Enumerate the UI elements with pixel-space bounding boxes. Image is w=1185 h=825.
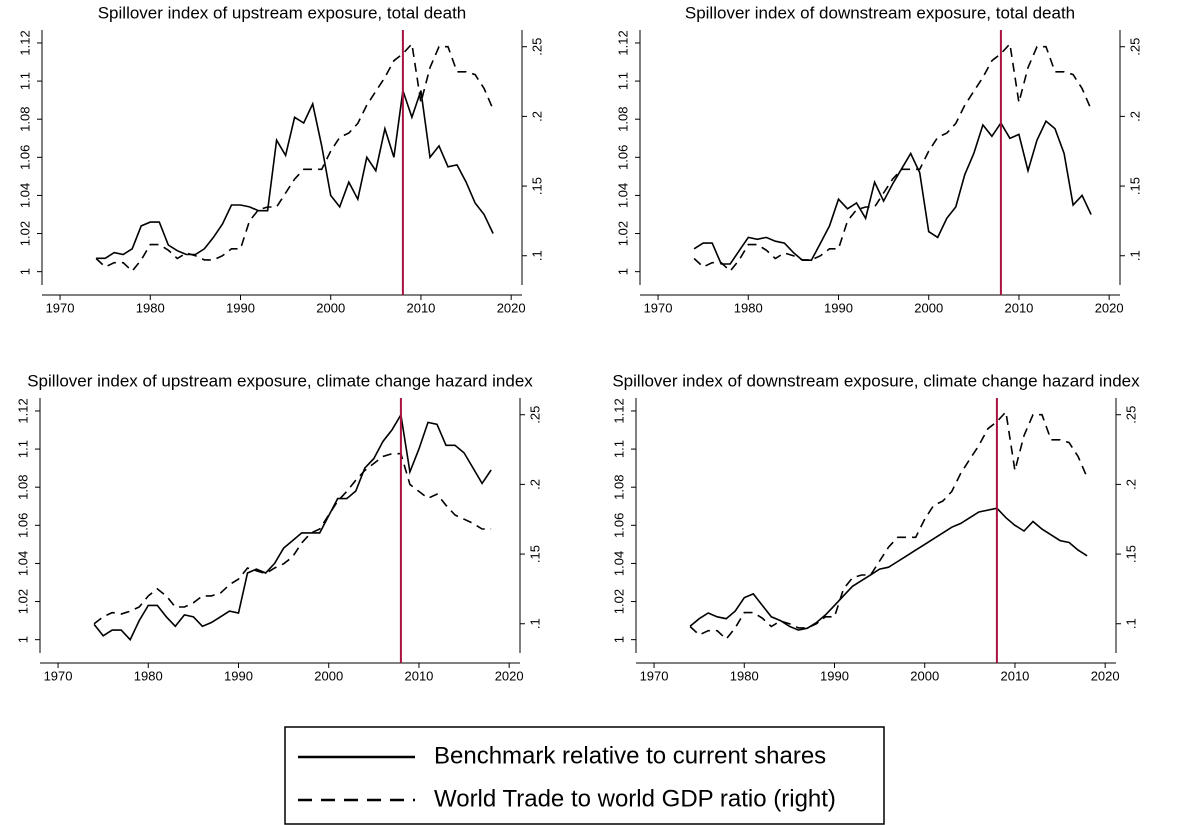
y2-tick-label: .2	[1123, 479, 1138, 490]
x-tick-label: 2020	[1095, 300, 1124, 315]
x-tick-label: 1990	[824, 300, 853, 315]
y2-tick-label: .15	[527, 545, 542, 563]
y-tick-label: 1	[615, 268, 630, 275]
y2-tick-label: .15	[1123, 545, 1138, 563]
x-tick-label: 1970	[640, 668, 669, 683]
x-tick-label: 2000	[314, 668, 343, 683]
panel-title: Spillover index of downstream exposure, …	[612, 371, 1140, 390]
y-tick-label: 1.08	[615, 107, 630, 132]
x-tick-label: 1970	[644, 300, 673, 315]
y-tick-label: 1.06	[615, 145, 630, 170]
y-tick-label: 1.08	[17, 107, 32, 132]
x-tick-label: 2020	[1091, 668, 1120, 683]
y-tick-label: 1	[611, 636, 626, 643]
y-tick-label: 1	[17, 268, 32, 275]
series-line	[689, 507, 1088, 631]
x-tick-label: 1990	[226, 300, 255, 315]
x-tick-label: 1990	[820, 668, 849, 683]
y-tick-label: 1.1	[615, 72, 630, 90]
panel-title: Spillover index of upstream exposure, to…	[98, 3, 467, 22]
x-tick-label: 1980	[136, 300, 165, 315]
y2-tick-label: .2	[1127, 111, 1142, 122]
x-tick-label: 1990	[224, 668, 253, 683]
panel-title: Spillover index of upstream exposure, cl…	[27, 371, 533, 390]
x-tick-label: 1980	[730, 668, 759, 683]
y-tick-label: 1.02	[615, 221, 630, 246]
y2-tick-label: .25	[1127, 38, 1142, 56]
y2-tick-label: .1	[529, 250, 544, 261]
x-tick-label: 2010	[1000, 668, 1029, 683]
x-tick-label: 1970	[44, 668, 73, 683]
y-tick-label: 1.12	[17, 30, 32, 55]
legend-box	[284, 726, 885, 825]
y2-tick-label: .1	[1127, 250, 1142, 261]
x-tick-label: 2000	[910, 668, 939, 683]
y-tick-label: 1.12	[611, 398, 626, 423]
y-tick-label: 1.08	[15, 475, 30, 500]
x-tick-label: 1980	[734, 300, 763, 315]
y-tick-label: 1.02	[17, 221, 32, 246]
y-tick-label: 1.12	[15, 398, 30, 423]
y-tick-label: 1.08	[611, 475, 626, 500]
y2-tick-label: .15	[529, 177, 544, 195]
y-tick-label: 1.04	[611, 551, 626, 576]
y2-tick-label: .15	[1127, 177, 1142, 195]
legend-label: Benchmark relative to current shares	[434, 742, 826, 769]
y2-tick-label: .2	[529, 111, 544, 122]
series-line	[689, 410, 1088, 641]
y2-tick-label: .25	[1123, 406, 1138, 424]
y-tick-label: 1.1	[17, 72, 32, 90]
series-line	[96, 90, 494, 260]
legend-label: World Trade to world GDP ratio (right)	[434, 785, 836, 812]
y-tick-label: 1.06	[15, 513, 30, 538]
y2-tick-label: .25	[527, 406, 542, 424]
y-tick-label: 1.04	[615, 183, 630, 208]
x-tick-label: 2020	[495, 668, 524, 683]
x-tick-label: 1970	[46, 300, 75, 315]
x-tick-label: 2000	[316, 300, 345, 315]
x-tick-label: 2010	[1004, 300, 1033, 315]
y-tick-label: 1.04	[15, 551, 30, 576]
x-tick-label: 2010	[406, 300, 435, 315]
y2-tick-label: .1	[527, 618, 542, 629]
series-line	[693, 119, 1092, 265]
y-tick-label: 1.1	[611, 440, 626, 458]
y2-tick-label: .25	[529, 38, 544, 56]
series-line	[693, 42, 1092, 273]
y-tick-label: 1.12	[615, 30, 630, 55]
y-tick-label: 1	[15, 636, 30, 643]
y-tick-label: 1.02	[15, 589, 30, 614]
x-tick-label: 1980	[134, 668, 163, 683]
y2-tick-label: .1	[1123, 618, 1138, 629]
x-tick-label: 2010	[404, 668, 433, 683]
x-tick-label: 2020	[497, 300, 526, 315]
y2-tick-label: .2	[527, 479, 542, 490]
y-tick-label: 1.02	[611, 589, 626, 614]
panel-title: Spillover index of downstream exposure, …	[685, 3, 1075, 22]
series-line	[95, 42, 494, 273]
y-tick-label: 1.04	[17, 183, 32, 208]
y-tick-label: 1.06	[17, 145, 32, 170]
series-line	[93, 412, 492, 642]
series-line	[93, 452, 492, 625]
y-tick-label: 1.1	[15, 440, 30, 458]
y-tick-label: 1.06	[611, 513, 626, 538]
x-tick-label: 2000	[914, 300, 943, 315]
